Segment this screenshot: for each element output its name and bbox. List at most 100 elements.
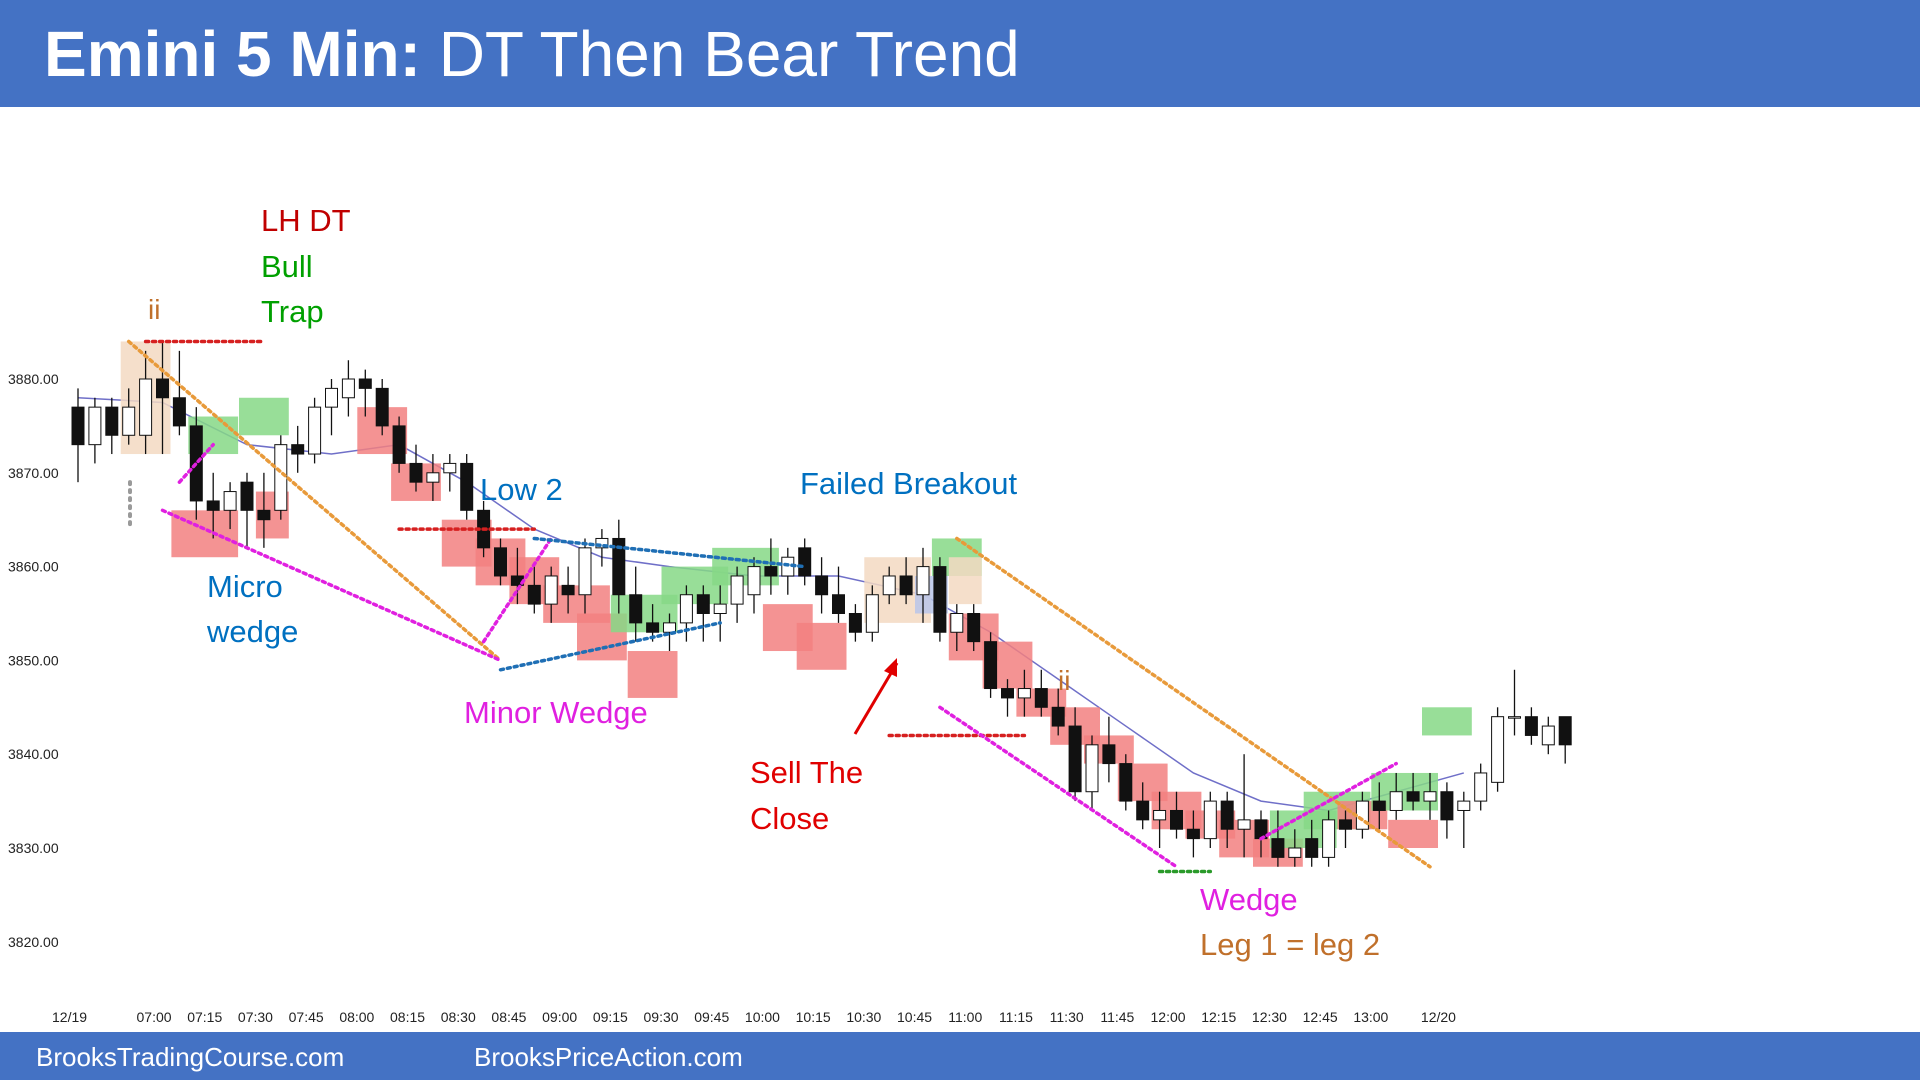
candle (1524, 707, 1538, 745)
candle (1220, 791, 1234, 848)
wedge-line-up (1259, 761, 1398, 841)
candle (1271, 810, 1285, 867)
candle-body-bull (139, 378, 153, 436)
candle (291, 425, 305, 473)
candle (527, 566, 541, 614)
candle-body-bull (308, 406, 322, 455)
candle (71, 388, 85, 483)
candle-body-bear (1001, 688, 1014, 699)
candle-body-bear (206, 500, 220, 511)
candle (88, 397, 102, 464)
x-tick-label: 07:30 (238, 1009, 273, 1025)
x-tick-label: 08:45 (491, 1009, 526, 1025)
x-tick-label: 10:15 (796, 1009, 831, 1025)
candle (274, 435, 288, 520)
candle (460, 454, 474, 520)
candle (967, 604, 981, 652)
candle-body-bull (1508, 716, 1521, 719)
page-title: Emini 5 Min: DT Then Bear Trend (44, 14, 1020, 94)
candle (308, 397, 322, 464)
y-tick-label: 3870.00 (8, 465, 59, 481)
y-tick-label: 3830.00 (8, 840, 59, 856)
y-tick-label: 3850.00 (8, 652, 59, 668)
candle (358, 369, 372, 417)
candle-body-bear (1186, 828, 1200, 840)
candle (663, 613, 676, 652)
candle-body-bull (325, 387, 338, 408)
x-tick-label: 10:00 (745, 1009, 780, 1025)
x-tick-label: 12:00 (1151, 1009, 1186, 1025)
y-tick-label: 3880.00 (8, 371, 59, 387)
wedge-line-bottom (938, 705, 1179, 869)
trend-line-right (955, 536, 1432, 869)
candle (122, 388, 136, 445)
candle (1051, 688, 1065, 736)
x-tick-label: 10:45 (897, 1009, 932, 1025)
candle (1170, 791, 1183, 839)
candle-body-bull (1474, 772, 1488, 802)
candle (595, 529, 609, 567)
annotation-micro: Micro (207, 569, 283, 604)
axes: 3880.00 3870.00 3860.00 3850.00 3840.00 3830.… (8, 371, 1456, 1025)
candle-body-bear (494, 547, 507, 577)
candle (1339, 810, 1352, 848)
candle-body-bull (882, 575, 896, 596)
candle-body-bull (544, 575, 558, 605)
highlight-box (239, 397, 289, 436)
y-tick-label: 3820.00 (8, 934, 59, 950)
annotation-minor-wedge: Minor Wedge (464, 695, 648, 730)
x-tick-label: 08:00 (339, 1009, 374, 1025)
candle (206, 472, 220, 539)
candle (882, 566, 896, 605)
wedge-line-minor (481, 536, 553, 644)
candle-body-bear (240, 481, 254, 511)
candle (172, 350, 186, 436)
annotation-ii-mid: ii (1058, 665, 1070, 696)
candle (950, 604, 964, 652)
annotation-close: Close (750, 801, 829, 836)
candle-body-bull (730, 575, 744, 605)
x-tick-label: 13:00 (1353, 1009, 1388, 1025)
candle (1457, 791, 1471, 848)
candle (1406, 772, 1420, 811)
candle-body-bear (1034, 688, 1048, 708)
x-tick-label: 09:15 (593, 1009, 628, 1025)
candle (1305, 819, 1319, 867)
candle (1389, 772, 1403, 820)
candle (409, 444, 423, 492)
x-tick-label: 07:15 (187, 1009, 222, 1025)
candle-body-bull (1153, 809, 1167, 821)
ema-line (77, 397, 1465, 812)
candle (1203, 791, 1217, 848)
sell-the-close-arrowhead (884, 658, 897, 677)
annotation-bull: Bull (261, 249, 313, 284)
x-tick-label: 12/19 (52, 1009, 87, 1025)
candle-body-bull (1322, 819, 1336, 858)
candle-body-bull (1457, 800, 1471, 811)
candle (747, 557, 761, 614)
footer-link-trading-course[interactable]: BrooksTradingCourse.com (36, 1042, 345, 1072)
footer-link-price-action[interactable]: BrooksPriceAction.com (474, 1042, 743, 1072)
candle (443, 454, 457, 492)
candle-body-bull (713, 603, 727, 614)
candle-body-bear (291, 444, 305, 455)
candle (1322, 810, 1336, 867)
candle (730, 566, 744, 623)
candle (1085, 735, 1099, 811)
candle-body-bear (561, 584, 575, 596)
highlight-box (627, 651, 678, 698)
candle-body-bear (156, 378, 169, 399)
highlight-box (796, 622, 847, 670)
candle-body-bull (679, 594, 693, 624)
candle-body-bear (832, 594, 845, 614)
candle-body-bear (696, 594, 710, 614)
x-tick-label: 08:30 (441, 1009, 476, 1025)
annotation-wedge-right: Wedge (1200, 882, 1298, 917)
candle (1491, 707, 1505, 792)
candle-body-bull (578, 547, 592, 596)
candle-body-bear (172, 397, 186, 427)
annotation-low-2: Low 2 (480, 472, 563, 507)
candle (1474, 763, 1488, 811)
candle-body-bear (848, 613, 862, 633)
candle-body-bear (1558, 716, 1572, 746)
